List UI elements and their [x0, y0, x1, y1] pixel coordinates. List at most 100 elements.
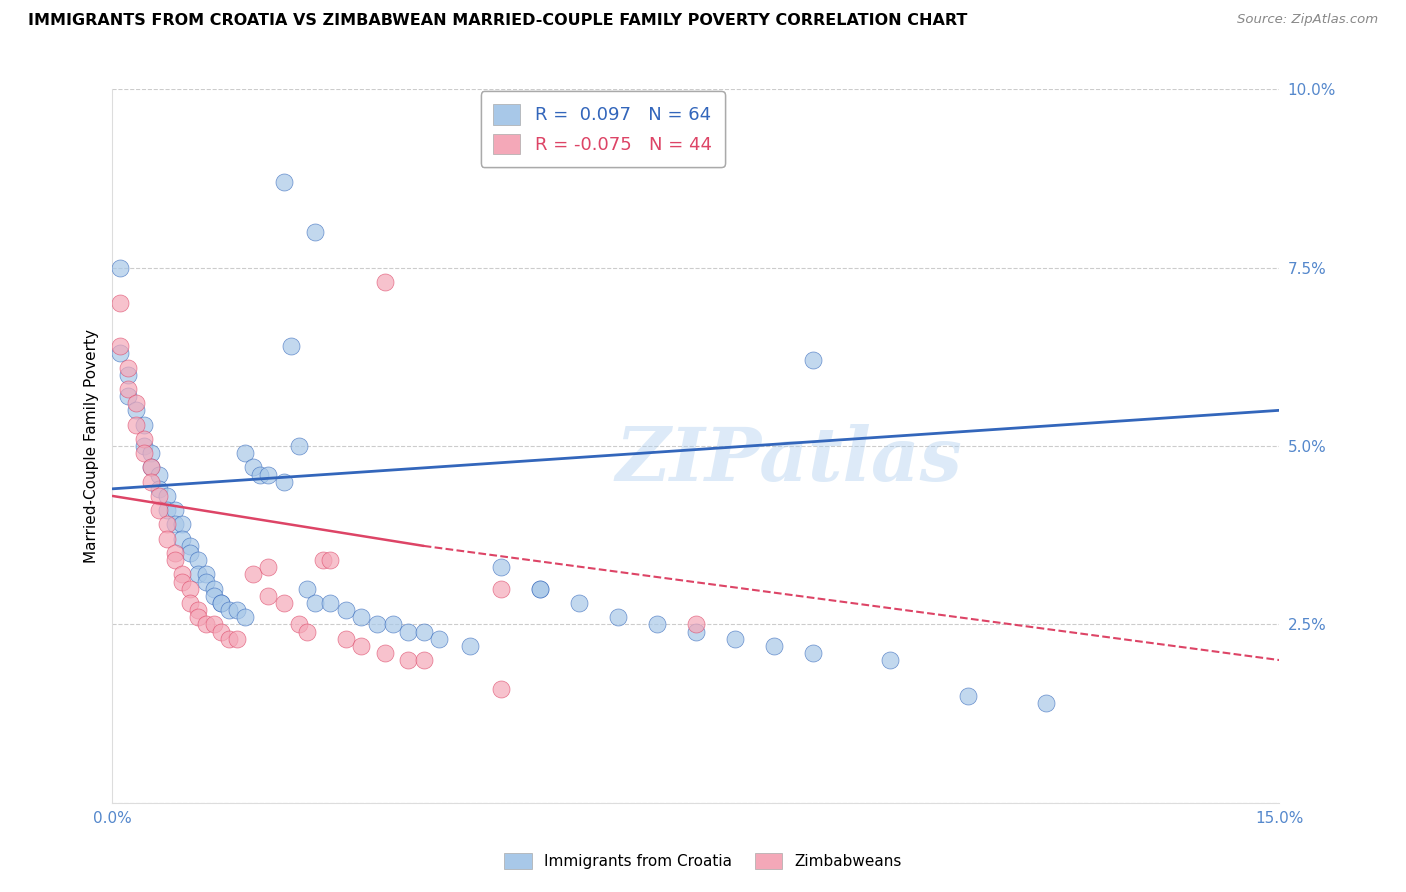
Point — [187, 567, 209, 582]
Point — [179, 546, 201, 560]
Point — [202, 617, 225, 632]
Point — [209, 596, 232, 610]
Point — [304, 596, 326, 610]
Point — [110, 296, 132, 310]
Point — [273, 175, 295, 189]
Point — [295, 624, 318, 639]
Point — [724, 632, 747, 646]
Point — [132, 432, 155, 446]
Point — [801, 353, 824, 368]
Point — [529, 582, 551, 596]
Point — [529, 582, 551, 596]
Point — [202, 589, 225, 603]
Point — [117, 360, 139, 375]
Point — [125, 417, 148, 432]
Point — [141, 446, 163, 460]
Point — [125, 403, 148, 417]
Point — [366, 617, 388, 632]
Point — [156, 532, 179, 546]
Text: Source: ZipAtlas.com: Source: ZipAtlas.com — [1237, 13, 1378, 27]
Point — [179, 539, 201, 553]
Point — [335, 632, 357, 646]
Point — [187, 610, 209, 624]
Point — [242, 567, 264, 582]
Point — [568, 596, 591, 610]
Point — [141, 475, 163, 489]
Point — [374, 646, 396, 660]
Point — [172, 567, 194, 582]
Point — [209, 596, 232, 610]
Point — [288, 617, 311, 632]
Point — [879, 653, 901, 667]
Point — [110, 339, 132, 353]
Point — [117, 382, 139, 396]
Point — [202, 582, 225, 596]
Point — [412, 624, 434, 639]
Point — [412, 653, 434, 667]
Point — [148, 503, 170, 517]
Legend: R =  0.097   N = 64, R = -0.075   N = 44: R = 0.097 N = 64, R = -0.075 N = 44 — [481, 91, 724, 167]
Point — [110, 260, 132, 275]
Point — [179, 582, 201, 596]
Legend: Immigrants from Croatia, Zimbabweans: Immigrants from Croatia, Zimbabweans — [498, 847, 908, 875]
Point — [233, 610, 256, 624]
Point — [460, 639, 482, 653]
Point — [226, 632, 249, 646]
Point — [319, 596, 342, 610]
Point — [685, 624, 707, 639]
Point — [762, 639, 785, 653]
Point — [179, 596, 201, 610]
Point — [242, 460, 264, 475]
Point — [110, 346, 132, 360]
Point — [257, 560, 280, 574]
Point — [645, 617, 668, 632]
Point — [335, 603, 357, 617]
Point — [396, 653, 419, 667]
Text: ZIPatlas: ZIPatlas — [616, 424, 963, 497]
Point — [132, 417, 155, 432]
Point — [125, 396, 148, 410]
Point — [280, 339, 302, 353]
Point — [249, 467, 271, 482]
Point — [141, 460, 163, 475]
Point — [374, 275, 396, 289]
Point — [226, 603, 249, 617]
Point — [117, 368, 139, 382]
Point — [311, 553, 333, 567]
Point — [350, 610, 373, 624]
Point — [381, 617, 404, 632]
Point — [295, 582, 318, 596]
Point — [187, 553, 209, 567]
Point — [957, 689, 980, 703]
Point — [607, 610, 630, 624]
Point — [156, 517, 179, 532]
Y-axis label: Married-Couple Family Poverty: Married-Couple Family Poverty — [84, 329, 100, 563]
Point — [148, 489, 170, 503]
Point — [194, 617, 217, 632]
Point — [319, 553, 342, 567]
Point — [288, 439, 311, 453]
Point — [801, 646, 824, 660]
Text: IMMIGRANTS FROM CROATIA VS ZIMBABWEAN MARRIED-COUPLE FAMILY POVERTY CORRELATION : IMMIGRANTS FROM CROATIA VS ZIMBABWEAN MA… — [28, 13, 967, 29]
Point — [218, 632, 240, 646]
Point — [156, 503, 179, 517]
Point — [141, 460, 163, 475]
Point — [273, 475, 295, 489]
Point — [194, 567, 217, 582]
Point — [273, 596, 295, 610]
Point — [156, 489, 179, 503]
Point — [396, 624, 419, 639]
Point — [427, 632, 450, 646]
Point — [194, 574, 217, 589]
Point — [172, 574, 194, 589]
Point — [163, 503, 186, 517]
Point — [132, 439, 155, 453]
Point — [257, 467, 280, 482]
Point — [117, 389, 139, 403]
Point — [163, 517, 186, 532]
Point — [304, 225, 326, 239]
Point — [1035, 696, 1057, 710]
Point — [233, 446, 256, 460]
Point — [491, 560, 513, 574]
Point — [257, 589, 280, 603]
